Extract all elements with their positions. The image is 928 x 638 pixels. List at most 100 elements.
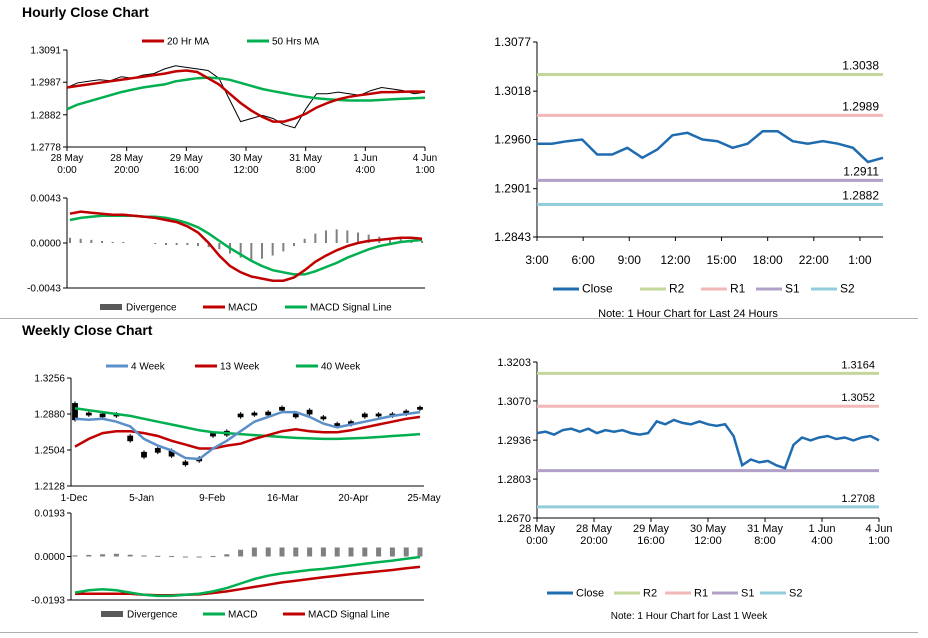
weekly-levels-y-tick-label: 1.2670 bbox=[497, 513, 531, 525]
weekly-candle-body bbox=[72, 403, 78, 421]
weekly-price-x-tick-label: 20-Apr bbox=[338, 493, 369, 504]
weekly-levels-x-tick-label: 4:00 bbox=[811, 535, 832, 547]
hourly-price-y-tick-label: 1.2882 bbox=[30, 110, 61, 121]
legend-hourly-close-label: Close bbox=[582, 282, 613, 296]
hourly-levels-x-tick-label: 12:00 bbox=[660, 253, 690, 267]
hourly-levels-x-tick-label: 22:00 bbox=[799, 253, 829, 267]
weekly-13wk-line bbox=[74, 415, 421, 450]
weekly-divergence-bar bbox=[86, 554, 92, 557]
legend-weekly-s1-label: S1 bbox=[741, 588, 754, 600]
legend-weekly-r2-label: R2 bbox=[643, 588, 657, 600]
weekly-divergence-bar bbox=[224, 554, 230, 557]
hourly-levels-x-tick-label: 15:00 bbox=[707, 253, 737, 267]
legend-hourly-r2-label: R2 bbox=[669, 282, 685, 296]
hourly-macd-line bbox=[69, 210, 423, 282]
legend-weekly-divergence-label: Divergence bbox=[127, 610, 178, 621]
weekly-levels-close-line bbox=[536, 418, 880, 470]
weekly-divergence-bar bbox=[196, 556, 202, 558]
weekly-40wk-line bbox=[74, 407, 421, 441]
weekly-macd-y-tick-label: 0.0000 bbox=[34, 552, 65, 563]
hourly-price-x-tick-label: 1 Jun bbox=[353, 153, 377, 164]
weekly-divergence-bar bbox=[141, 555, 147, 557]
hourly-price-x-tick-label: 28 May bbox=[51, 153, 84, 164]
weekly-levels-r1-level-label: 1.3052 bbox=[841, 392, 875, 404]
hourly-price-y-tick-label: 1.3091 bbox=[30, 46, 61, 57]
weekly-divergence-bar bbox=[155, 555, 161, 557]
legend-weekly-close-label: Close bbox=[576, 588, 604, 600]
weekly-price-x-tick-label: 16-Mar bbox=[267, 493, 299, 504]
hourly-price-x-tick-label: 4:00 bbox=[356, 165, 376, 176]
weekly-divergence-bar bbox=[320, 547, 326, 557]
weekly-levels-x-tick-label: 4 Jun bbox=[866, 523, 893, 535]
legend-weekly-divergence-swatch bbox=[101, 611, 123, 617]
legend-weekly-macd-signal-label: MACD Signal Line bbox=[308, 610, 390, 621]
hourly-price-x-tick-label: 1:00 bbox=[415, 165, 435, 176]
hourly-price-y-tick-label: 1.2778 bbox=[30, 143, 61, 154]
hourly-levels-y-tick-label: 1.2843 bbox=[494, 230, 531, 244]
weekly-levels-x-tick-label: 0:00 bbox=[526, 535, 547, 547]
weekly-levels-x-tick-label: 30 May bbox=[690, 523, 727, 535]
hourly-levels-x-tick-label: 3:00 bbox=[525, 253, 549, 267]
hourly-levels-note: Note: 1 Hour Chart for Last 24 Hours bbox=[598, 308, 778, 320]
weekly-divergence-bar bbox=[169, 556, 175, 558]
hourly-levels-s1-level-label: 1.2911 bbox=[843, 164, 879, 178]
weekly-levels-x-tick-label: 16:00 bbox=[637, 535, 665, 547]
weekly-divergence-bar bbox=[403, 547, 409, 557]
weekly-divergence-bar bbox=[417, 547, 423, 557]
hourly-levels-x-tick-label: 1:00 bbox=[848, 253, 872, 267]
hourly-levels-y-tick-label: 1.3077 bbox=[494, 35, 531, 49]
hourly-price-x-tick-label: 28 May bbox=[110, 153, 143, 164]
legend-hourly-macd-label: MACD bbox=[228, 303, 257, 314]
legend-50hr-ma-label: 50 Hrs MA bbox=[272, 37, 320, 48]
weekly-candle-body bbox=[85, 412, 92, 416]
weekly-divergence-bar bbox=[182, 556, 188, 558]
hourly-price-x-tick-label: 8:00 bbox=[296, 165, 316, 176]
weekly-levels-x-tick-label: 20:00 bbox=[580, 535, 608, 547]
weekly-candle-body bbox=[154, 448, 161, 453]
weekly-candle-body bbox=[265, 411, 272, 416]
weekly-levels-r2-level-label: 1.3164 bbox=[841, 359, 875, 371]
hourly-20hr-ma-line bbox=[66, 69, 426, 123]
legend-hourly-s1-label: S1 bbox=[785, 282, 800, 296]
weekly-divergence-bar bbox=[389, 547, 395, 557]
hourly-levels-x-tick-label: 9:00 bbox=[618, 253, 642, 267]
hourly-section-title: Hourly Close Chart bbox=[22, 4, 149, 20]
weekly-divergence-bar bbox=[238, 549, 244, 557]
hourly-price-bars bbox=[66, 65, 426, 129]
hourly-macd-y-tick-label: 0.0000 bbox=[30, 239, 61, 250]
weekly-divergence-bar bbox=[113, 553, 119, 557]
weekly-divergence-bar bbox=[334, 547, 340, 557]
hourly-price-y-tick-label: 1.2987 bbox=[30, 78, 61, 89]
weekly-divergence-bar bbox=[362, 547, 368, 557]
weekly-price-y-tick-label: 1.2880 bbox=[34, 410, 65, 421]
weekly-price-y-tick-label: 1.2128 bbox=[34, 482, 65, 493]
hourly-levels-r1-level-label: 1.2989 bbox=[842, 99, 879, 113]
weekly-divergence-bar bbox=[307, 547, 313, 557]
weekly-levels-x-tick-label: 1 Jun bbox=[809, 523, 836, 535]
weekly-candle-body bbox=[99, 413, 106, 418]
hourly-levels-close-line bbox=[537, 129, 884, 164]
legend-20hr-ma-label: 20 Hr MA bbox=[167, 37, 210, 48]
weekly-candle-body bbox=[251, 412, 258, 416]
weekly-levels-x-tick-label: 1:00 bbox=[868, 535, 889, 547]
weekly-divergence-bar bbox=[72, 555, 78, 557]
hourly-levels-y-tick-label: 1.3018 bbox=[494, 84, 531, 98]
weekly-price-y-tick-label: 1.3256 bbox=[34, 374, 65, 385]
weekly-levels-y-tick-label: 1.3203 bbox=[497, 357, 531, 369]
weekly-levels-y-tick-label: 1.2803 bbox=[497, 474, 531, 486]
hourly-levels-y-tick-label: 1.2901 bbox=[494, 182, 531, 196]
hourly-macd-signal-line bbox=[69, 214, 423, 276]
hourly-price-x-tick-label: 12:00 bbox=[233, 165, 258, 176]
legend-weekly-s2-label: S2 bbox=[789, 588, 802, 600]
hourly-price-x-tick-label: 20:00 bbox=[114, 165, 139, 176]
weekly-divergence-bar bbox=[127, 554, 133, 557]
weekly-levels-s2-level-label: 1.2708 bbox=[841, 493, 875, 505]
hourly-levels-r2-level-label: 1.3038 bbox=[842, 59, 879, 73]
weekly-divergence-bar bbox=[210, 556, 216, 558]
weekly-candle-body bbox=[375, 413, 382, 417]
weekly-price-x-tick-label: 5-Jan bbox=[129, 493, 154, 504]
hourly-price-x-tick-label: 29 May bbox=[170, 153, 203, 164]
weekly-candle-body bbox=[210, 432, 216, 437]
weekly-divergence-bar bbox=[376, 547, 382, 557]
